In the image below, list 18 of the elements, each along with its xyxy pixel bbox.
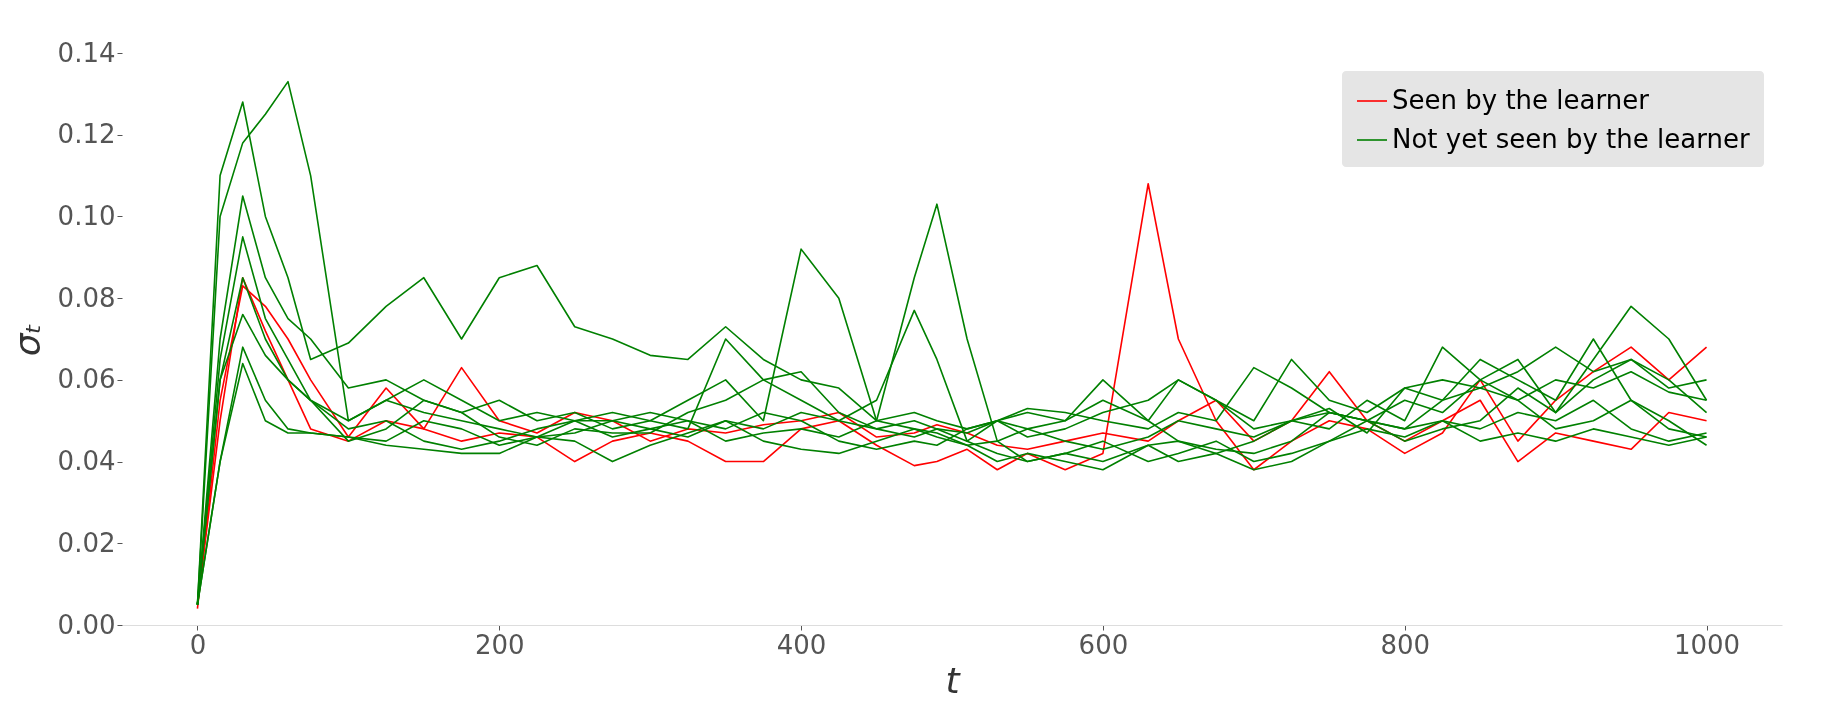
x-tick-label: 0 [189,629,207,660]
y-tick-label: 0.02 [57,527,116,558]
y-tick-label: 0.14 [57,37,116,68]
x-tick-label: 800 [1380,629,1431,660]
x-tick-label: 400 [776,629,827,660]
x-tick-label: 1000 [1673,629,1741,660]
y-tick-label: 0.00 [57,609,116,640]
y-tick-label: 0.04 [57,446,116,477]
x-tick-label: 600 [1078,629,1129,660]
y-tick-label: 0.08 [57,282,116,313]
legend-label: Not yet seen by the learner [1392,124,1750,154]
y-tick-label: 0.06 [57,364,116,395]
y-tick-label: 0.10 [57,200,116,231]
legend-label: Seen by the learner [1392,85,1650,115]
y-axis-title: σₜ [6,322,48,357]
y-tick-label: 0.12 [57,119,116,150]
x-tick-label: 200 [474,629,525,660]
x-axis-title: t [945,659,962,701]
